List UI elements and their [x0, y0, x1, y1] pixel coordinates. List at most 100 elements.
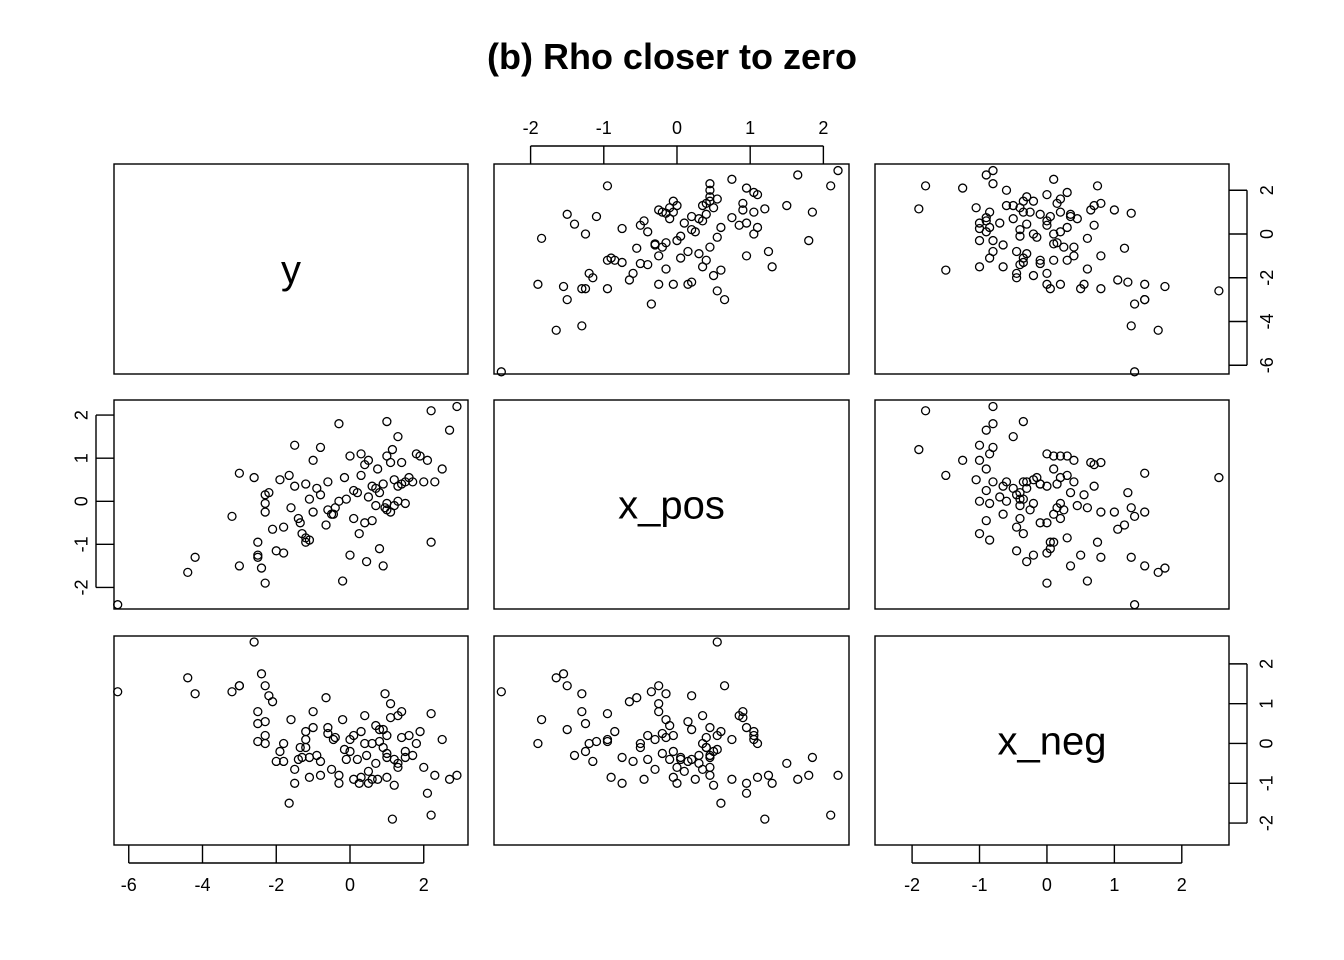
point-x_pos-vs-x_neg-77 [1055, 472, 1066, 483]
point-x_neg-vs-x_pos-79 [749, 726, 759, 737]
point-x_pos-vs-x_neg-93 [1042, 449, 1052, 459]
point-x_pos-vs-y-67 [385, 457, 396, 468]
point-y-vs-x_neg-20 [1082, 264, 1093, 274]
point-y-vs-x_pos-87 [833, 165, 843, 176]
point-x_pos-vs-x_neg-42 [1015, 494, 1025, 504]
point-x_pos-vs-y-27 [301, 479, 311, 489]
point-x_pos-vs-x_neg-0 [1129, 600, 1140, 610]
point-x_pos-vs-x_neg-95 [1123, 487, 1133, 498]
point-x_pos-vs-x_neg-36 [1069, 477, 1079, 487]
point-x_neg-vs-x_pos-7 [580, 718, 591, 729]
point-x_neg-vs-x_pos-47 [686, 754, 697, 765]
point-y-vs-x_pos-80 [705, 185, 715, 195]
point-x_pos-vs-x_neg-51 [1042, 518, 1052, 528]
point-y-vs-x_pos-91 [716, 265, 726, 275]
point-x_pos-vs-x_neg-39 [974, 496, 985, 506]
tick-label-bottom-x_neg-0: -2 [904, 875, 920, 895]
point-x_neg-vs-x_pos-53 [679, 766, 689, 777]
point-x_neg-vs-y-83 [426, 708, 436, 719]
point-x_neg-vs-y-36 [323, 722, 333, 733]
point-x_pos-vs-y-10 [256, 563, 267, 573]
point-y-vs-x_neg-44 [1049, 229, 1059, 239]
tick-label-bottom-y-1: -4 [194, 875, 210, 895]
point-x_neg-vs-y-25 [301, 734, 311, 745]
point-x_pos-vs-y-83 [426, 537, 436, 547]
point-x_pos-vs-x_neg-96 [914, 444, 924, 455]
point-x_neg-vs-x_pos-1 [551, 673, 561, 683]
point-y-vs-x_neg-42 [1015, 231, 1025, 241]
tick-label-left-x_pos-2: 0 [72, 496, 92, 506]
point-y-vs-x_neg-47 [1015, 224, 1025, 235]
panel-y-vs-x_pos [493, 163, 850, 375]
point-x_pos-vs-x_neg-54 [981, 516, 991, 526]
point-x_neg-vs-x_pos-66 [654, 699, 664, 709]
point-x_pos-vs-x_neg-72 [1001, 496, 1012, 506]
point-x_neg-vs-y-53 [363, 766, 374, 777]
point-x_neg-vs-y-35 [323, 728, 333, 739]
point-y-vs-x_pos-34 [763, 246, 774, 257]
point-y-vs-x_neg-21 [998, 262, 1008, 272]
point-x_pos-vs-x_neg-99 [1035, 518, 1045, 528]
point-y-vs-x_pos-74 [738, 198, 748, 209]
point-x_pos-vs-x_neg-11 [1140, 507, 1150, 517]
point-x_neg-vs-x_pos-78 [705, 750, 715, 761]
point-y-vs-x_pos-8 [602, 284, 613, 294]
point-x_pos-vs-y-74 [396, 457, 407, 468]
tick-label-bottom-x_neg-3: 1 [1109, 875, 1119, 895]
point-x_pos-vs-y-91 [284, 470, 294, 481]
point-x_neg-vs-y-26 [301, 726, 311, 737]
point-x_neg-vs-x_pos-71 [697, 710, 708, 721]
point-x_neg-vs-x_pos-52 [741, 778, 752, 788]
point-x_pos-vs-y-12 [260, 578, 270, 588]
point-y-vs-x_neg-83 [1092, 181, 1103, 191]
tick-label-bottom-x_neg-4: 2 [1177, 875, 1187, 895]
point-x_pos-vs-y-20 [286, 503, 296, 513]
point-x_neg-vs-y-97 [339, 744, 350, 755]
point-x_pos-vs-x_neg-66 [1109, 507, 1120, 517]
point-x_pos-vs-x_neg-59 [1065, 487, 1076, 498]
point-x_pos-vs-y-21 [290, 481, 300, 491]
point-x_neg-vs-x_pos-81 [741, 788, 752, 798]
point-x_pos-vs-y-45 [349, 513, 359, 524]
variable-label-x_neg: x_neg [998, 720, 1107, 764]
point-x_neg-vs-y-18 [278, 756, 289, 767]
point-y-vs-x_pos-85 [727, 174, 737, 184]
point-x_pos-vs-y-0 [113, 600, 123, 610]
tick-label-top-x_pos-2: 0 [672, 118, 682, 138]
point-x_pos-vs-y-92 [354, 528, 364, 539]
point-y-vs-x_neg-86 [981, 170, 991, 180]
point-x_pos-vs-y-84 [430, 477, 440, 487]
point-x_pos-vs-x_neg-58 [1045, 544, 1055, 554]
point-x_pos-vs-y-98 [380, 503, 390, 513]
point-x_pos-vs-y-70 [393, 431, 403, 442]
point-y-vs-x_pos-93 [752, 189, 763, 200]
point-x_neg-vs-y-72 [393, 762, 403, 773]
point-x_pos-vs-y-8 [253, 537, 263, 547]
point-y-vs-x_neg-88 [1022, 219, 1032, 229]
point-x_pos-vs-y-86 [444, 425, 455, 435]
point-y-vs-x_pos-49 [716, 222, 726, 233]
point-x_neg-vs-y-76 [400, 746, 410, 757]
point-x_neg-vs-y-31 [308, 722, 318, 733]
point-x_neg-vs-y-82 [426, 810, 436, 820]
point-y-vs-x_neg-71 [1089, 200, 1099, 211]
point-x_pos-vs-x_neg-52 [974, 455, 985, 465]
point-x_pos-vs-x_neg-40 [988, 419, 998, 429]
point-x_pos-vs-y-80 [419, 477, 429, 487]
point-x_pos-vs-y-58 [374, 544, 385, 554]
point-x_pos-vs-x_neg-8 [1045, 537, 1055, 547]
point-x_pos-vs-x_neg-12 [1042, 578, 1052, 588]
point-y-vs-x_pos-54 [639, 216, 649, 226]
point-x_neg-vs-y-48 [356, 772, 366, 782]
point-x_pos-vs-x_neg-76 [1028, 498, 1039, 509]
point-x_pos-vs-x_neg-41 [1082, 576, 1093, 586]
point-x_neg-vs-y-2 [190, 689, 200, 699]
point-x_neg-vs-y-45 [349, 730, 359, 741]
point-x_pos-vs-y-94 [328, 509, 339, 519]
point-x_neg-vs-y-50 [360, 710, 370, 721]
point-x_neg-vs-y-3 [227, 687, 237, 697]
tick-label-right-y-0: -6 [1257, 357, 1277, 373]
point-x_pos-vs-x_neg-18 [1011, 522, 1022, 532]
point-x_pos-vs-y-6 [249, 472, 259, 483]
point-y-vs-x_neg-15 [1113, 275, 1123, 285]
